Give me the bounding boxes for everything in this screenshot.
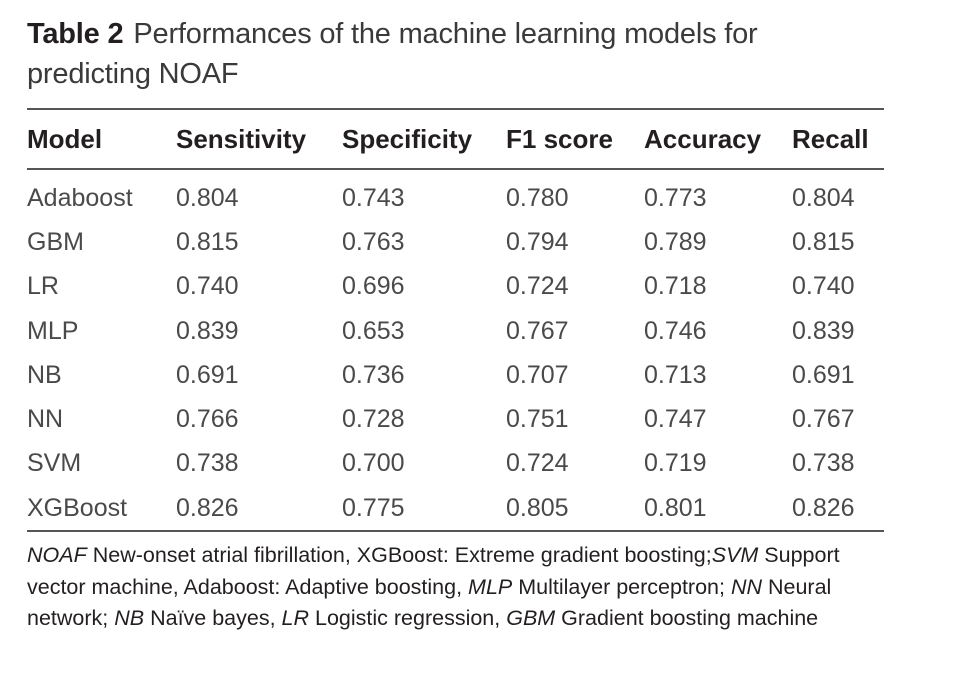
table-row: NB 0.691 0.736 0.707 0.713 0.691 [27, 353, 884, 397]
header-rule [27, 168, 884, 170]
table-container: Table 2 Performances of the machine learn… [27, 14, 884, 635]
cell-specificity: 0.700 [342, 449, 405, 478]
cell-sensitivity: 0.738 [176, 449, 239, 478]
cell-model: MLP [27, 316, 79, 345]
header-accuracy: Accuracy [644, 123, 762, 154]
cell-specificity: 0.775 [342, 493, 405, 522]
table-row: GBM 0.815 0.763 0.794 0.789 0.815 [27, 220, 884, 264]
cell-model: NB [27, 360, 62, 389]
footnote-definition: Logistic regression, [309, 606, 507, 631]
cell-recall: 0.740 [792, 272, 855, 301]
cell-sensitivity: 0.804 [176, 183, 239, 212]
cell-sensitivity: 0.766 [176, 405, 239, 434]
results-table: Model Sensitivity Specificity F1 score A… [27, 110, 884, 530]
cell-f1-score: 0.751 [506, 405, 569, 434]
cell-model: GBM [27, 227, 84, 256]
table-row: Adaboost 0.804 0.743 0.780 0.773 0.804 [27, 170, 884, 220]
table-row: MLP 0.839 0.653 0.767 0.746 0.839 [27, 309, 884, 353]
cell-recall: 0.815 [792, 227, 855, 256]
header-row: Model Sensitivity Specificity F1 score A… [27, 110, 884, 168]
cell-f1-score: 0.794 [506, 227, 569, 256]
cell-specificity: 0.728 [342, 405, 405, 434]
cell-recall: 0.826 [792, 493, 855, 522]
footnote-definition: Multilayer perceptron; [512, 574, 731, 599]
header-recall: Recall [792, 123, 869, 154]
cell-model: LR [27, 272, 59, 301]
cell-accuracy: 0.718 [644, 272, 707, 301]
bottom-rule [27, 530, 884, 533]
cell-specificity: 0.696 [342, 272, 405, 301]
footnote-definition: Naïve bayes, [144, 606, 282, 631]
cell-recall: 0.839 [792, 316, 855, 345]
footnote-definition: New-onset atrial fibrillation, XGBoost: … [86, 543, 712, 568]
cell-accuracy: 0.719 [644, 449, 707, 478]
table-row: LR 0.740 0.696 0.724 0.718 0.740 [27, 265, 884, 309]
cell-sensitivity: 0.691 [176, 360, 239, 389]
header-specificity: Specificity [342, 123, 473, 154]
table-footnote: NOAF New-onset atrial fibrillation, XGBo… [27, 540, 884, 635]
footnote-abbreviation: SVM [711, 543, 759, 568]
cell-f1-score: 0.780 [506, 183, 569, 212]
cell-f1-score: 0.767 [506, 316, 569, 345]
cell-f1-score: 0.707 [506, 360, 569, 389]
table-title: Performances of the machine learning mod… [27, 18, 758, 90]
cell-accuracy: 0.747 [644, 405, 707, 434]
footnote-abbreviation: NN [730, 574, 763, 599]
footnote-abbreviation: MLP [468, 574, 513, 599]
footnote-abbreviation: NB [114, 606, 145, 631]
cell-accuracy: 0.773 [644, 183, 707, 212]
cell-model: Adaboost [27, 183, 133, 212]
footnote-abbreviation: NOAF [27, 543, 87, 568]
cell-accuracy: 0.789 [644, 227, 707, 256]
header-sensitivity: Sensitivity [176, 123, 307, 154]
footnote-definition: Neural network; [27, 574, 832, 631]
cell-recall: 0.738 [792, 449, 855, 478]
header-f1-score: F1 score [506, 123, 613, 154]
cell-accuracy: 0.746 [644, 316, 707, 345]
footnote-definition: Gradient boosting machine [555, 606, 819, 631]
cell-sensitivity: 0.839 [176, 316, 239, 345]
cell-recall: 0.767 [792, 405, 855, 434]
cell-f1-score: 0.805 [506, 493, 569, 522]
table-row: NN 0.766 0.728 0.751 0.747 0.767 [27, 397, 884, 441]
top-rule [27, 108, 884, 110]
cell-specificity: 0.736 [342, 360, 405, 389]
cell-sensitivity: 0.826 [176, 493, 239, 522]
table-row: XGBoost 0.826 0.775 0.805 0.801 0.826 [27, 486, 884, 530]
cell-sensitivity: 0.740 [176, 272, 239, 301]
footnote-abbreviation: LR [281, 606, 310, 631]
cell-f1-score: 0.724 [506, 272, 569, 301]
cell-model: SVM [27, 449, 82, 478]
cell-recall: 0.804 [792, 183, 855, 212]
cell-specificity: 0.743 [342, 183, 405, 212]
table-label: Table 2 [27, 18, 124, 50]
cell-model: XGBoost [27, 493, 128, 522]
cell-recall: 0.691 [792, 360, 855, 389]
cell-model: NN [27, 405, 64, 434]
header-model: Model [27, 123, 103, 154]
table-row: SVM 0.738 0.700 0.724 0.719 0.738 [27, 442, 884, 486]
footnote-abbreviation: GBM [506, 606, 556, 631]
cell-specificity: 0.763 [342, 227, 405, 256]
table-caption: Table 2 Performances of the machine learn… [27, 14, 884, 94]
cell-accuracy: 0.801 [644, 493, 707, 522]
cell-accuracy: 0.713 [644, 360, 707, 389]
table-body: Adaboost 0.804 0.743 0.780 0.773 0.804 GBM 0.81… [27, 170, 884, 530]
cell-f1-score: 0.724 [506, 449, 569, 478]
cell-sensitivity: 0.815 [176, 227, 239, 256]
footnote-definition: Support vector machine, Adaboost: Adapti… [27, 543, 840, 599]
cell-specificity: 0.653 [342, 316, 405, 345]
